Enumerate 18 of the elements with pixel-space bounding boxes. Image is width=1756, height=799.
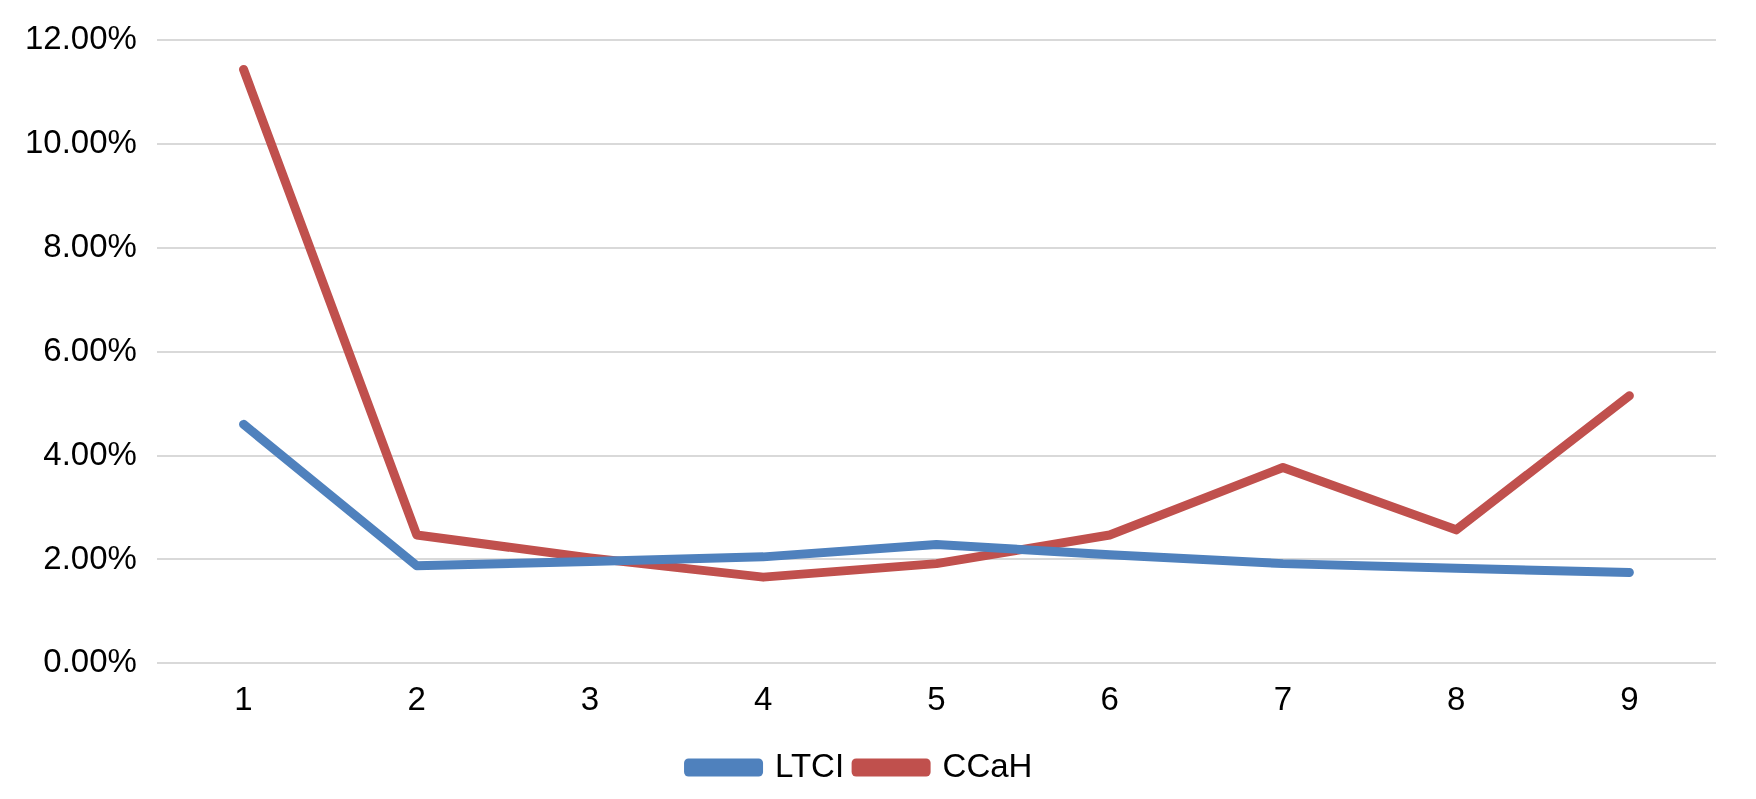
y-tick-label: 8.00%: [43, 226, 137, 264]
y-tick-label: 0.00%: [43, 642, 137, 680]
x-tick-label: 2: [407, 680, 426, 718]
x-tick-label: 1: [234, 680, 253, 718]
x-tick-label: 3: [580, 680, 600, 718]
y-tick-label: 10.00%: [24, 122, 137, 160]
x-tick-label: 5: [927, 680, 946, 718]
y-tick-label: 4.00%: [43, 434, 137, 472]
legend-label: LTCI: [775, 746, 845, 784]
x-tick-label: 8: [1446, 680, 1466, 718]
x-tick-label: 7: [1273, 680, 1293, 718]
x-tick-label: 4: [754, 680, 773, 718]
x-tick-label: 9: [1620, 680, 1639, 718]
y-tick-label: 12.00%: [24, 18, 137, 56]
y-tick-label: 6.00%: [43, 330, 137, 368]
y-tick-label: 2.00%: [43, 538, 137, 576]
x-tick-label: 6: [1100, 680, 1119, 718]
legend-label: CCaH: [942, 746, 1033, 784]
